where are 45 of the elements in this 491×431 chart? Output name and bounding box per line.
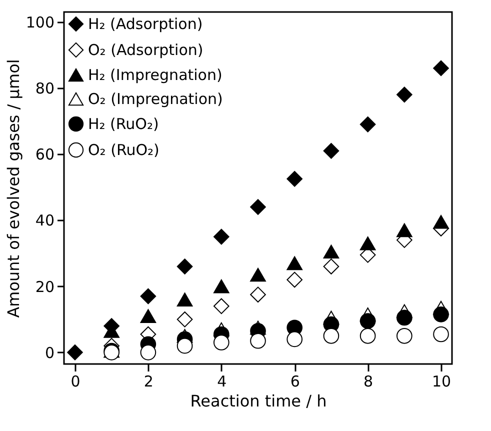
x-tick-label: 10 [432, 372, 452, 390]
point [67, 344, 83, 360]
point [140, 288, 156, 304]
x-tick-label: 0 [70, 372, 80, 390]
point [250, 268, 266, 282]
legend-label: O₂ (Impregnation) [88, 90, 223, 108]
point [360, 236, 376, 250]
point [213, 334, 230, 350]
point [176, 338, 193, 354]
y-axis-title: Amount of evolved gases / µmol [4, 59, 23, 318]
y-tick-label: 60 [35, 146, 54, 164]
legend-label: O₂ (Adsorption) [88, 41, 204, 59]
point [176, 258, 193, 274]
legend-label: H₂ (RuO₂) [88, 115, 159, 133]
point [396, 310, 412, 326]
legend-label: O₂ (RuO₂) [88, 141, 160, 159]
y-tick-label: 80 [35, 80, 54, 98]
point [360, 116, 376, 132]
point [360, 313, 376, 329]
y-tick-label: 40 [35, 212, 54, 230]
legend-label: H₂ (Adsorption) [88, 15, 203, 33]
point [396, 86, 412, 103]
point [396, 223, 412, 238]
y-tick-label: 0 [44, 344, 54, 362]
point [323, 142, 340, 159]
point [213, 279, 230, 294]
point [433, 60, 449, 76]
point [213, 228, 230, 245]
point [433, 306, 449, 322]
point [176, 292, 193, 306]
x-tick-label: 4 [217, 372, 227, 390]
y-tick-label: 100 [26, 13, 54, 32]
x-tick-label: 2 [144, 372, 154, 390]
point [323, 244, 340, 259]
point [286, 170, 303, 187]
x-tick-label: 8 [364, 372, 374, 390]
x-tick-label: 6 [290, 372, 300, 390]
legend-label: H₂ (Impregnation) [88, 66, 222, 84]
point [250, 199, 266, 215]
point [433, 214, 449, 229]
point [140, 309, 156, 323]
y-tick-label: 20 [35, 278, 54, 296]
point [286, 256, 303, 270]
point [140, 344, 156, 360]
x-axis-title: Reaction time / h [190, 392, 327, 410]
